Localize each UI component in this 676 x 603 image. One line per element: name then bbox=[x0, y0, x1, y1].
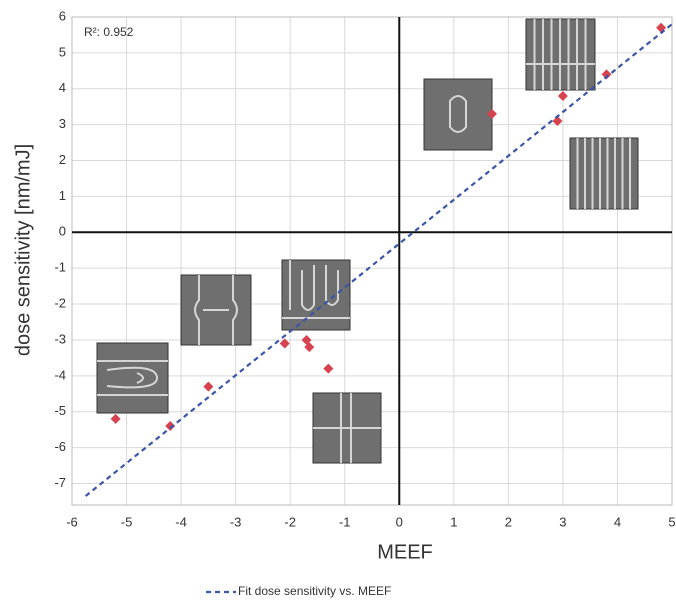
sem-image bbox=[423, 78, 493, 151]
x-tick-label: 3 bbox=[559, 514, 566, 529]
data-point bbox=[110, 413, 121, 424]
y-tick-label: -4 bbox=[54, 367, 66, 382]
y-tick-label: 6 bbox=[59, 8, 66, 23]
x-tick-label: -2 bbox=[284, 514, 296, 529]
data-point bbox=[323, 363, 334, 374]
y-tick-label: 5 bbox=[59, 44, 66, 59]
x-tick-label: -4 bbox=[175, 514, 187, 529]
y-tick-label: -2 bbox=[54, 295, 66, 310]
y-axis-label: dose sensitivity [nm/mJ] bbox=[12, 144, 34, 356]
y-tick-label: -6 bbox=[54, 439, 66, 454]
sem-pattern bbox=[576, 138, 631, 209]
data-point bbox=[304, 342, 315, 353]
x-axis-label: MEEF bbox=[377, 541, 433, 563]
data-point bbox=[552, 116, 563, 127]
y-tick-label: -7 bbox=[54, 475, 66, 490]
sem-image bbox=[312, 392, 382, 464]
x-tick-label: 4 bbox=[614, 514, 621, 529]
x-tick-label: 0 bbox=[396, 514, 403, 529]
data-point bbox=[601, 69, 612, 80]
x-tick-label: 5 bbox=[668, 514, 675, 529]
x-tick-label: -1 bbox=[339, 514, 351, 529]
sem-pattern bbox=[282, 260, 350, 319]
y-tick-label: 1 bbox=[59, 188, 66, 203]
y-tick-label: 3 bbox=[59, 116, 66, 131]
sem-image bbox=[281, 259, 351, 331]
x-tick-label: -6 bbox=[66, 514, 78, 529]
y-tick-label: -1 bbox=[54, 260, 66, 275]
sem-image bbox=[96, 342, 169, 414]
y-tick-label: 4 bbox=[59, 80, 66, 95]
y-tick-label: 2 bbox=[59, 152, 66, 167]
data-point bbox=[165, 421, 176, 432]
r-squared: R²: 0.952 bbox=[84, 25, 134, 39]
y-tick-label: 0 bbox=[59, 224, 66, 239]
sem-image bbox=[180, 274, 252, 346]
sem-frame bbox=[569, 137, 639, 210]
sem-frame bbox=[423, 78, 493, 151]
sem-pattern bbox=[449, 95, 467, 133]
x-tick-label: 2 bbox=[505, 514, 512, 529]
y-tick-label: -5 bbox=[54, 403, 66, 418]
sem-image bbox=[525, 18, 596, 91]
plot-frame bbox=[71, 16, 673, 506]
sem-pattern bbox=[526, 19, 595, 90]
y-tick-label: -3 bbox=[54, 331, 66, 346]
sem-pattern bbox=[97, 360, 168, 396]
legend-label: Fit dose sensitivity vs. MEEF bbox=[238, 584, 391, 598]
x-tick-label: 1 bbox=[450, 514, 457, 529]
data-point bbox=[279, 338, 290, 349]
sem-frame bbox=[281, 259, 351, 331]
sem-pattern bbox=[313, 393, 381, 463]
sem-image bbox=[569, 137, 639, 210]
data-point bbox=[487, 108, 497, 119]
x-tick-label: -5 bbox=[121, 514, 133, 529]
sem-pattern bbox=[194, 275, 238, 345]
data-point bbox=[557, 90, 568, 101]
data-point bbox=[203, 381, 214, 392]
x-tick-label: -3 bbox=[230, 514, 242, 529]
